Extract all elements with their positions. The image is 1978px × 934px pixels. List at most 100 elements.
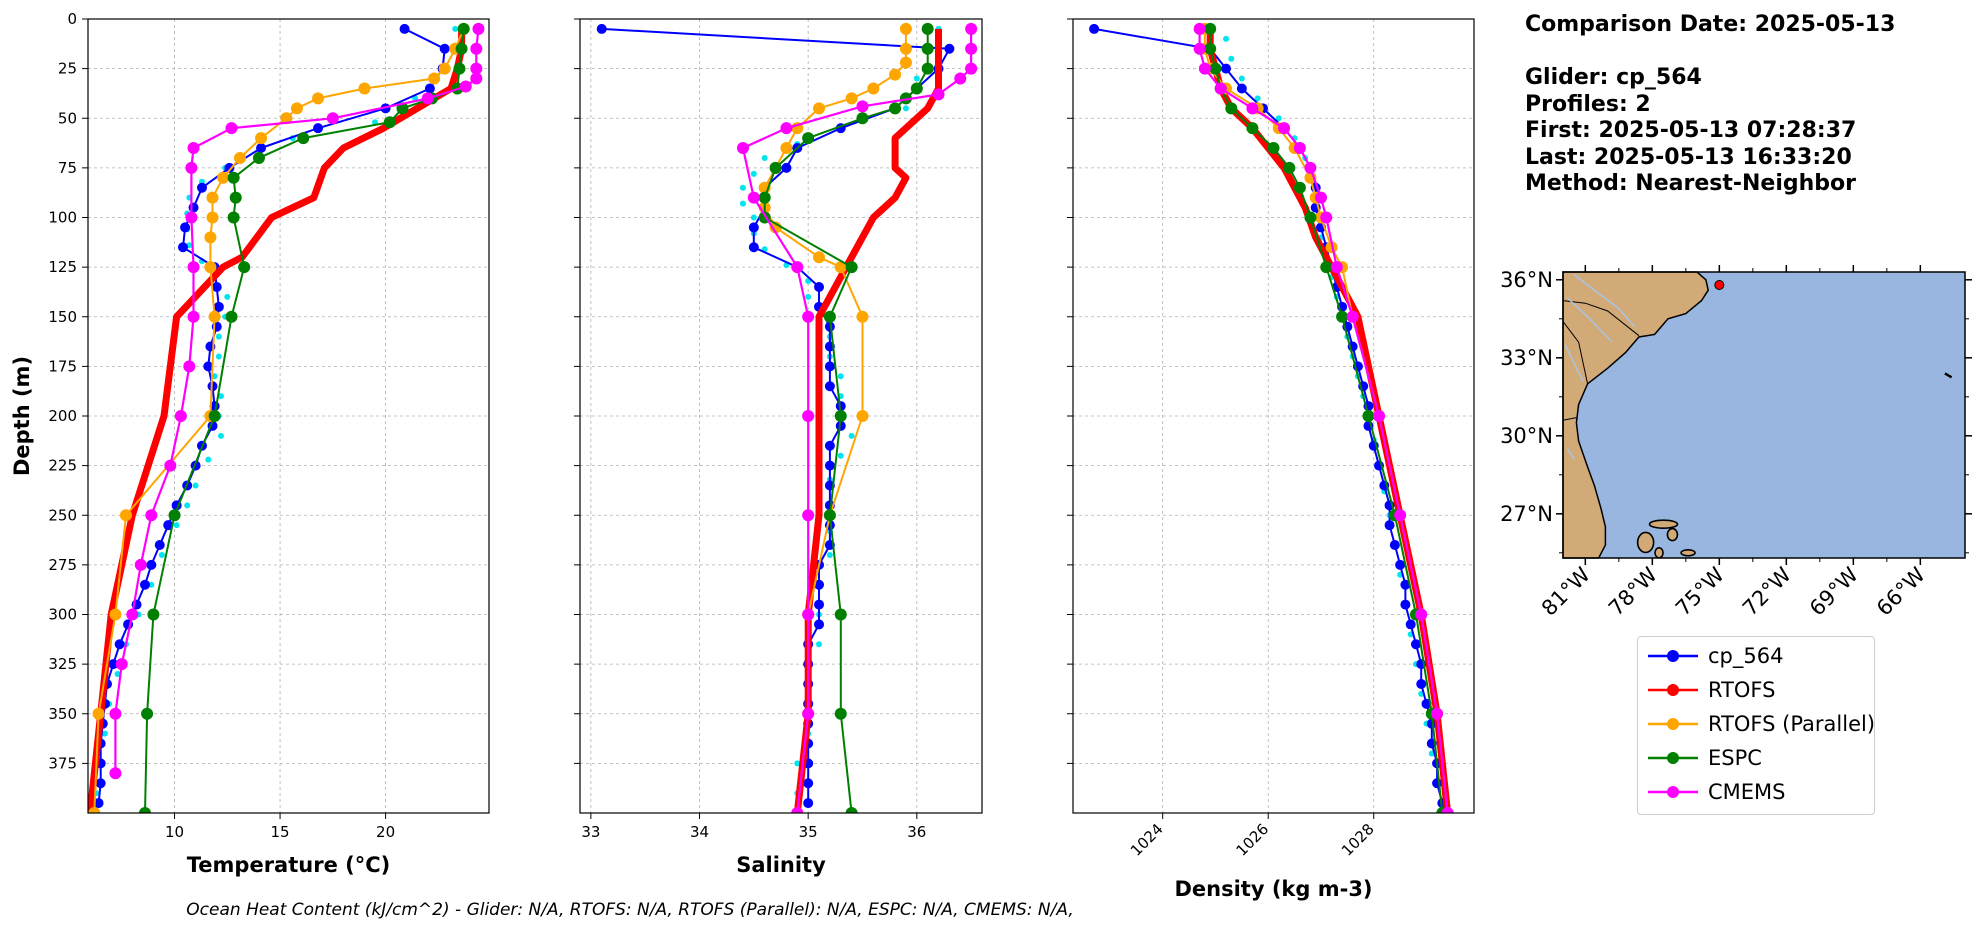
temp-cmems-point [470, 72, 483, 85]
legend-item-espc: ESPC [1638, 743, 1874, 773]
sal-cp-564-raw-point [902, 105, 909, 112]
temp-cmems-point [326, 112, 339, 125]
temp-ytick-label: 275 [48, 556, 77, 574]
sal-cmems-point [965, 22, 978, 35]
comparison-info: Comparison Date: 2025-05-13 Glider: cp_5… [1525, 12, 1895, 198]
sal-xtick-label: 34 [690, 823, 709, 841]
dens-xaxis-label: Density (kg m-3) [1174, 877, 1372, 901]
sal-cp-564-point [814, 579, 825, 590]
sal-espc-point [823, 509, 836, 522]
legend-label-rtofs-parallel: RTOFS (Parallel) [1708, 712, 1876, 736]
sal-cp-564-point [803, 798, 814, 809]
temp-cp-564-raw-point [184, 502, 191, 509]
dens-cp-564-point [1416, 678, 1427, 689]
temp-cp-564-point [399, 23, 410, 34]
sal-espc-point [856, 112, 869, 125]
dens-series-group [1089, 22, 1454, 813]
dens-cmems-point [1304, 161, 1317, 174]
temp-cp-564-point [95, 778, 106, 789]
temperature-profile-panel: 0 25 50 75 100 125 150 175 200 225 250 275 300 325 350… [10, 10, 490, 877]
sal-rtofs-parallel-point [813, 251, 826, 264]
temp-yaxis-label: Depth (m) [10, 356, 34, 476]
density-profile-panel: 1024 1026 1028 Density (kg m-3) [1067, 18, 1475, 901]
sal-cp-564-point [596, 23, 607, 34]
temp-cp-564-point [196, 182, 207, 193]
map-lat-label: 36°N [1500, 268, 1553, 292]
map-bahamas-island [1636, 531, 1655, 554]
temp-ytick-label: 125 [48, 258, 77, 276]
temp-rtofs-parallel-point [280, 112, 293, 125]
temp-ytick-label: 200 [48, 407, 77, 425]
temp-cp-564-raw-point [158, 551, 165, 558]
temp-cmems-point [145, 509, 158, 522]
temp-cmems-point [185, 211, 198, 224]
legend-label-cp564: cp_564 [1708, 644, 1784, 668]
dens-cp-564-point [1410, 639, 1421, 650]
map-bahamas-island [1654, 546, 1664, 559]
map-lat-label: 27°N [1500, 502, 1553, 526]
sal-espc-point [921, 62, 934, 75]
sal-cp-564-point [824, 361, 835, 372]
sal-cmems-point [802, 608, 815, 621]
legend: cp_564 RTOFS RTOFS (Parallel) ESPC CMEMS [1637, 636, 1875, 815]
temp-rtofs-parallel-point [92, 707, 105, 720]
dens-cmems-point [1193, 22, 1206, 35]
salinity-profile-panel: 33 34 35 36 Salinity [574, 18, 983, 877]
sal-espc-point [845, 807, 858, 813]
dens-cp-564-raw-point [1223, 35, 1230, 42]
dens-cmems-point [1346, 310, 1359, 323]
sal-cp-564-point [781, 162, 792, 173]
map-lon-label: 78°W [1604, 562, 1662, 620]
temp-cp-564-point [154, 540, 165, 551]
temp-ytick-label: 150 [48, 308, 77, 326]
temp-cp-564-point [139, 579, 150, 590]
temp-cmems-point [470, 42, 483, 55]
temp-cp-564-point [114, 639, 125, 650]
temp-ytick-label: 75 [58, 159, 77, 177]
map-bahamas-island [1666, 527, 1679, 542]
sal-cp-564-point [835, 420, 846, 431]
dens-cmems-point [1198, 62, 1211, 75]
temp-cmems-point [421, 92, 434, 105]
map-bahamas-island [1680, 548, 1696, 557]
temp-rtofs-parallel-point [208, 310, 221, 323]
temp-rtofs-parallel-point [438, 62, 451, 75]
dens-cmems-point [1193, 42, 1206, 55]
temp-cp-564-raw-point [224, 293, 231, 300]
legend-swatch-rtofs [1648, 684, 1698, 696]
sal-rtofs-parallel-point [867, 82, 880, 95]
legend-swatch-cp564 [1648, 650, 1698, 662]
temp-cp-564-point [188, 202, 199, 213]
temp-cp-564-raw-point [114, 671, 121, 678]
dens-cp-564-point [1400, 579, 1411, 590]
sal-espc-point [834, 608, 847, 621]
dens-cp-564-point [1426, 718, 1437, 729]
temp-rtofs-parallel-point [255, 132, 268, 145]
sal-espc-point [769, 161, 782, 174]
temp-cp-564-point [163, 520, 174, 531]
sal-cp-564-point [748, 242, 759, 253]
temp-espc-point [208, 410, 221, 422]
temp-ytick-label: 225 [48, 457, 77, 475]
map-river [1566, 297, 1613, 343]
map-lon-label: 81°W [1537, 562, 1595, 620]
dens-xtick-label: 1024 [1127, 820, 1167, 860]
glider-name: Glider: cp_564 [1525, 65, 1702, 90]
temp-espc-point [238, 261, 251, 274]
temp-ytick-label: 0 [67, 10, 77, 28]
sal-rtofs-parallel-point [834, 261, 847, 274]
glider-location-map: 36°N 33°N 30°N 27°N 81°W 78°W 75°W 72°W 69°W 66°W [1500, 265, 1972, 621]
sal-cmems-point [802, 509, 815, 522]
temp-espc-point [141, 707, 154, 720]
sal-rtofs-parallel-point [856, 310, 869, 323]
sal-espc-point [910, 82, 923, 95]
temp-cp-564-point [424, 83, 435, 94]
temp-cp-564-point [224, 162, 235, 173]
sal-xtick-label: 36 [907, 823, 926, 841]
temp-rtofs-parallel-point [428, 72, 441, 85]
dens-cmems-point [1320, 211, 1333, 224]
legend-item-rtofs: RTOFS [1638, 675, 1874, 705]
temp-espc-point [455, 42, 468, 55]
temp-cmems-point [183, 360, 196, 373]
